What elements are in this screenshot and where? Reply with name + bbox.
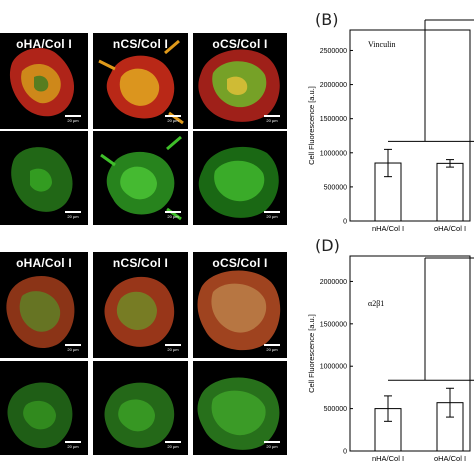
category-label: nHA/Col I: [372, 454, 404, 463]
y-tick-label: 0: [343, 219, 347, 226]
micrograph-top-merged-ocs: oCS/Col I 20 µm: [193, 33, 287, 129]
scale-bar: 20 µm: [264, 441, 280, 449]
scale-bar: 20 µm: [65, 115, 81, 123]
panel-label: oHA/Col I: [16, 256, 72, 270]
chart-panel-b: 0 500000 1000000 1500000 2000000 2500000 Cell …: [300, 0, 474, 240]
plot-frame: [349, 255, 471, 452]
category-label: nHA/Col I: [372, 224, 404, 233]
panel-label: nCS/Col I: [112, 37, 169, 51]
cell-image: [197, 377, 280, 450]
y-tick-label: 2000000: [320, 82, 347, 89]
micrograph-bottom-merged-ocs: oCS/Col I 20 µm: [193, 252, 287, 358]
micrograph-bottom-green-ohA: 20 µm: [0, 361, 88, 455]
y-tick-label: 2000000: [320, 279, 347, 286]
cell-image: [198, 49, 280, 122]
y-tick-label: 0: [343, 449, 347, 456]
plot-frame: [349, 29, 471, 222]
cell-image: [7, 382, 73, 449]
micrograph-bottom-merged-ohA: oHA/Col I 20 µm: [0, 252, 88, 358]
scale-bar: 20 µm: [264, 344, 280, 352]
y-axis-label: Cell Fluorescence [a.u.]: [307, 86, 316, 165]
panel-label: oCS/Col I: [212, 37, 268, 51]
panel-letter-d: (D): [314, 236, 341, 255]
cell-image: [6, 275, 75, 349]
micrograph-bottom-green-ncs: 20 µm: [93, 361, 188, 455]
y-tick-label: 500000: [324, 184, 347, 191]
scale-bar: 20 µm: [165, 441, 181, 449]
cell-image: [11, 147, 73, 212]
y-tick-label: 1000000: [320, 364, 347, 371]
bar: [374, 162, 402, 222]
chart-annotation: Vinculin: [368, 40, 396, 49]
category-label: oHA/Col I: [434, 454, 466, 463]
bar: [436, 162, 464, 222]
cell-image: [197, 270, 281, 351]
scale-bar: 20 µm: [165, 115, 181, 123]
scale-bar: 20 µm: [165, 211, 181, 219]
y-axis-label: Cell Fluorescence [a.u.]: [307, 314, 316, 393]
scale-bar: 20 µm: [165, 344, 181, 352]
cell-image: [104, 382, 175, 448]
micrograph-top-merged-ncs: nCS/Col I 20 µm: [93, 33, 188, 129]
y-tick-label: 500000: [324, 406, 347, 413]
y-tick-label: 1500000: [320, 116, 347, 123]
scale-bar: 20 µm: [65, 441, 81, 449]
micrograph-bottom-green-ocs: 20 µm: [193, 361, 287, 455]
cell-image: [9, 48, 75, 117]
cell-image: [104, 276, 175, 347]
micrograph-top-green-ohA: 20 µm: [0, 131, 88, 225]
micrograph-bottom-merged-ncs: nCS/Col I 20 µm: [93, 252, 188, 358]
panel-label: oCS/Col I: [212, 256, 268, 270]
category-label: oHA/Col I: [434, 224, 466, 233]
micrograph-top-green-ncs: 20 µm: [93, 131, 188, 225]
cell-image: [98, 39, 184, 125]
panel-label: oHA/Col I: [16, 37, 72, 51]
scale-bar: 20 µm: [65, 211, 81, 219]
y-tick-label: 1000000: [320, 150, 347, 157]
scale-bar: 20 µm: [264, 211, 280, 219]
chart-b-svg: 0 500000 1000000 1500000 2000000 2500000 Cell …: [307, 19, 474, 233]
chart-panel-d: 0 500000 1000000 1500000 2000000 Cell Fluores…: [300, 236, 474, 474]
scale-bar: 20 µm: [264, 115, 280, 123]
y-tick-label: 2500000: [320, 48, 347, 55]
panel-letter-b: (B): [314, 10, 340, 29]
cell-image: [100, 135, 182, 221]
cell-image: [198, 146, 279, 218]
micrograph-top-green-ocs: 20 µm: [193, 131, 287, 225]
chart-d-svg: 0 500000 1000000 1500000 2000000 Cell Fluores…: [307, 255, 474, 463]
chart-annotation: α2β1: [368, 299, 384, 308]
micrograph-top-merged-ohA: oHA/Col I 20 µm: [0, 33, 88, 129]
y-tick-label: 1500000: [320, 321, 347, 328]
panel-label: nCS/Col I: [112, 256, 169, 270]
scale-bar: 20 µm: [65, 344, 81, 352]
